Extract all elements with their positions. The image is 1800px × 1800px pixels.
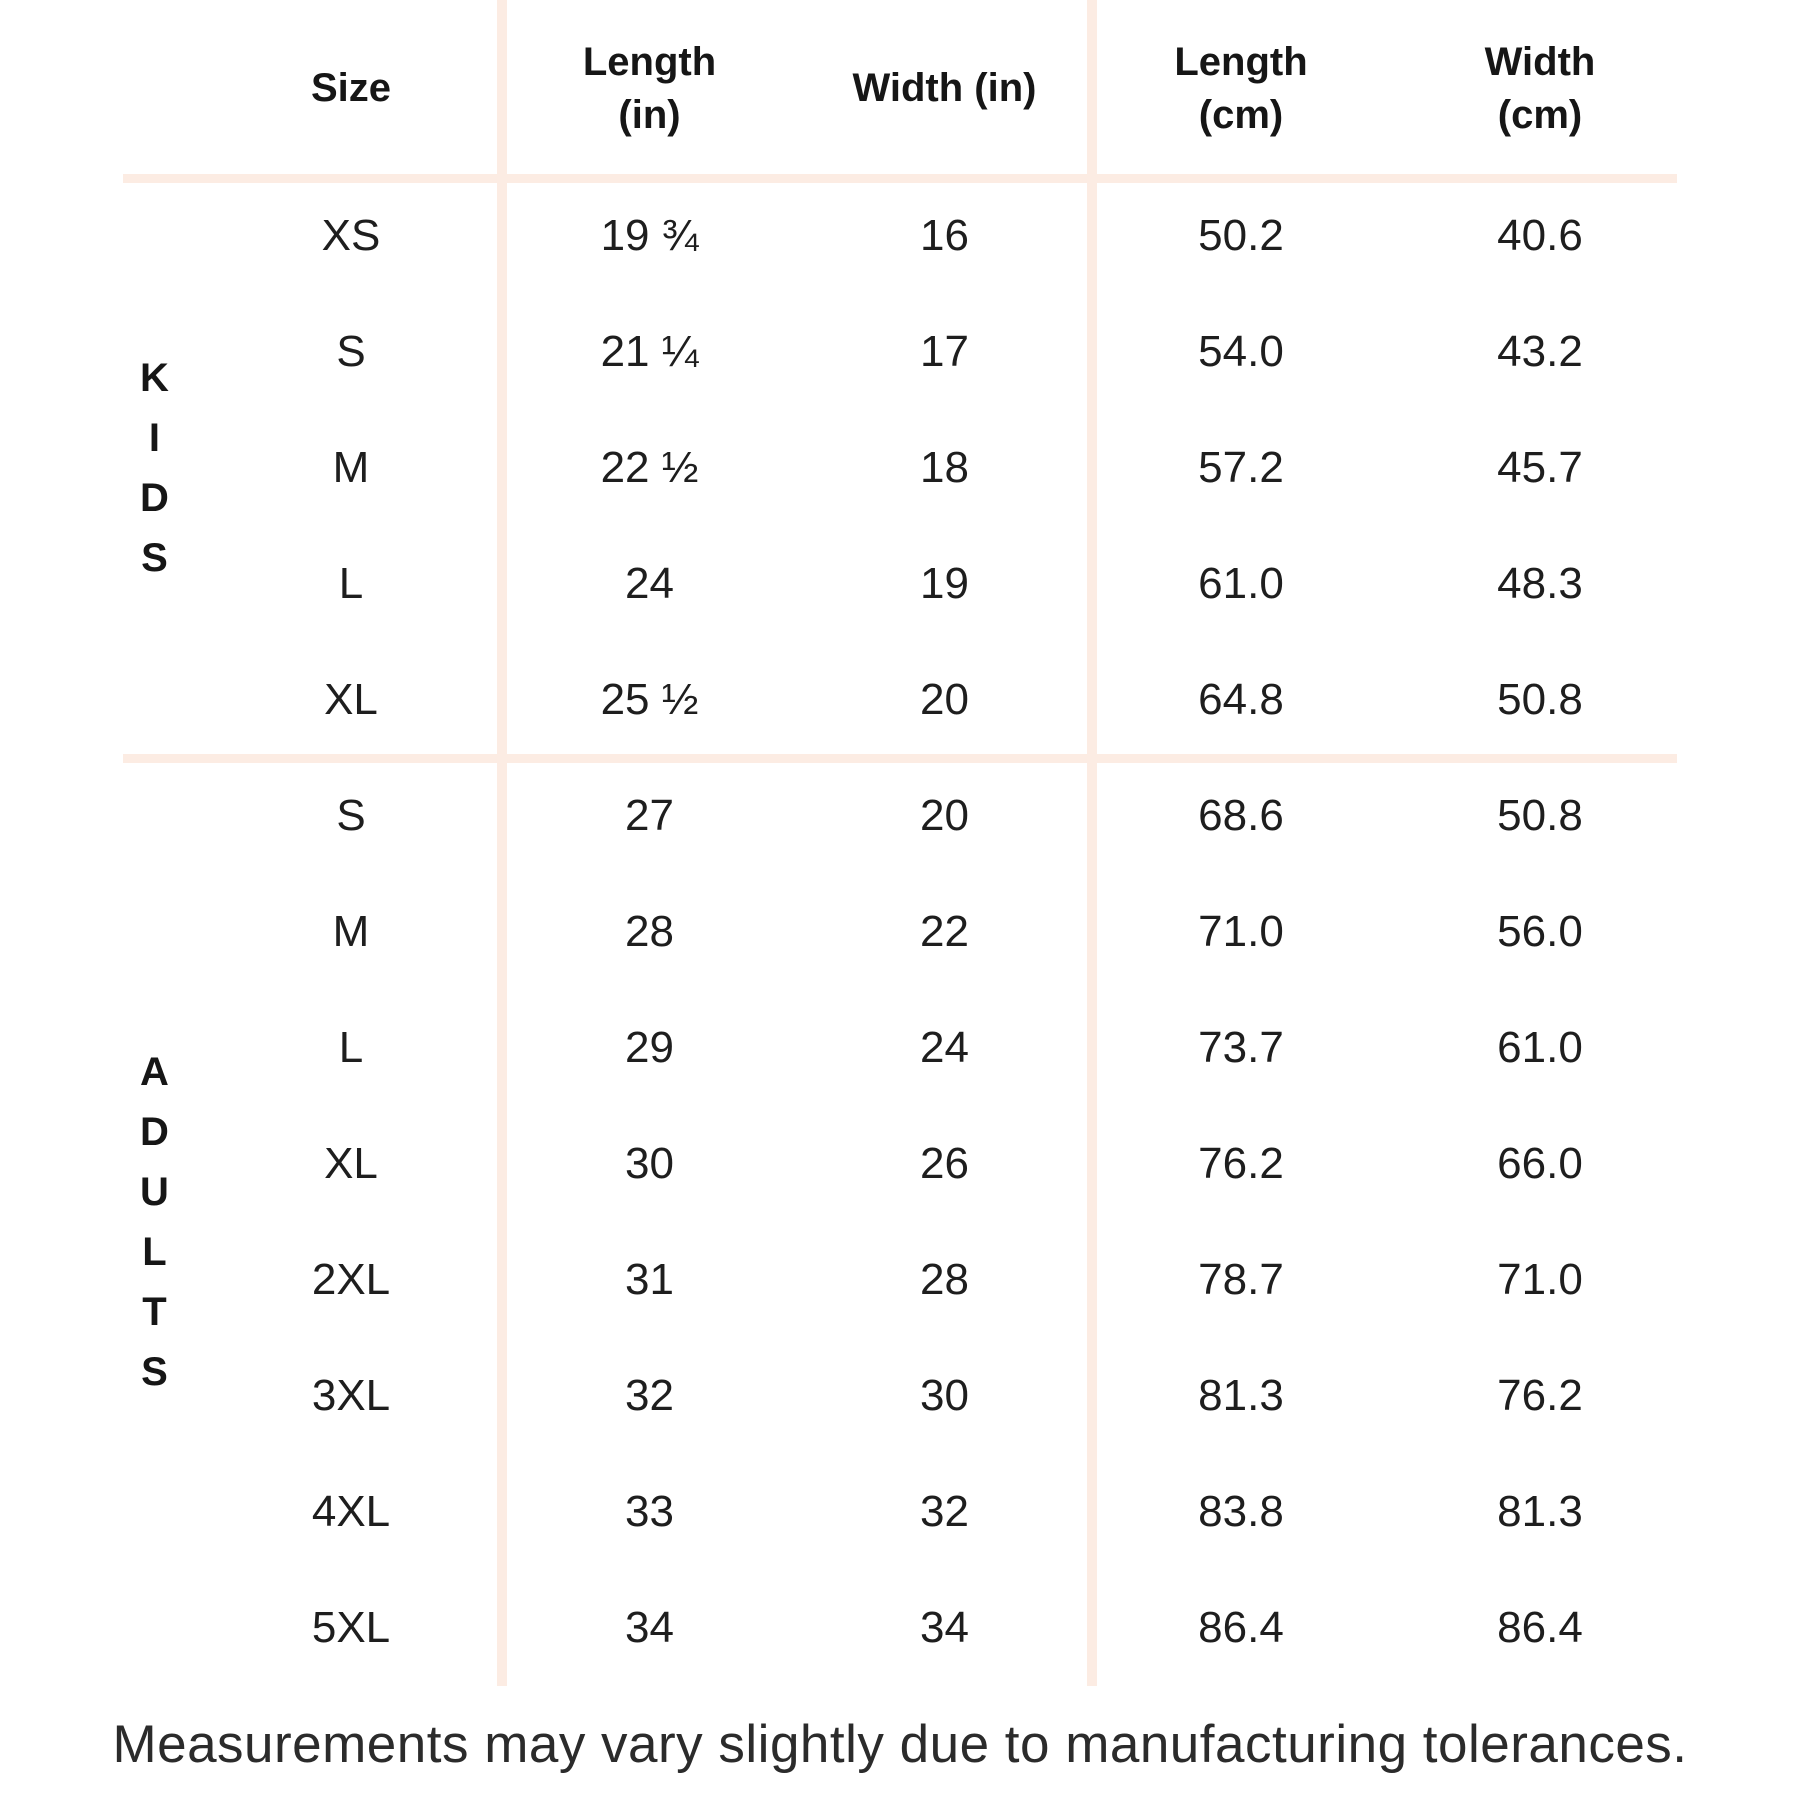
cell-adults-s-length-cm: 68.6 xyxy=(1198,791,1284,840)
column-header-size: Size xyxy=(310,66,392,111)
cell-adults-xl-width-in: 26 xyxy=(920,1139,969,1188)
cell-adults-s-size: S xyxy=(336,791,366,840)
cell-kids-xs-width-cm: 40.6 xyxy=(1497,211,1583,260)
group-label-adults: A D U L T S xyxy=(140,1050,170,1394)
cell-adults-m-length-in: 28 xyxy=(625,907,674,956)
cell-kids-xl-length-in: 25 ½ xyxy=(600,675,699,724)
cell-kids-l-length-cm: 61.0 xyxy=(1198,559,1284,608)
cell-kids-m-length-cm: 57.2 xyxy=(1198,443,1284,492)
vertical-divider-left xyxy=(497,0,507,1686)
kids-adults-divider-line xyxy=(123,754,1677,763)
cell-adults-l-width-in: 24 xyxy=(920,1023,969,1072)
cell-kids-l-size: L xyxy=(338,559,364,608)
cell-adults-m-width-in: 22 xyxy=(920,907,969,956)
cell-adults-l-length-in: 29 xyxy=(625,1023,674,1072)
size-chart-grid: Size Length (in) Width (in) Length (cm) … xyxy=(110,0,1690,1686)
footer-note: Measurements may vary slightly due to ma… xyxy=(112,1715,1688,1774)
cell-adults-m-length-cm: 71.0 xyxy=(1198,907,1284,956)
cell-kids-xs-width-in: 16 xyxy=(920,211,969,260)
cell-adults-5xl-size: 5XL xyxy=(311,1603,391,1652)
cell-kids-xl-width-cm: 50.8 xyxy=(1497,675,1583,724)
cell-kids-xl-length-cm: 64.8 xyxy=(1198,675,1284,724)
cell-adults-2xl-width-cm: 71.0 xyxy=(1497,1255,1583,1304)
cell-adults-4xl-width-cm: 81.3 xyxy=(1497,1487,1583,1536)
cell-adults-s-width-in: 20 xyxy=(920,791,969,840)
cell-kids-m-length-in: 22 ½ xyxy=(600,443,699,492)
cell-adults-m-width-cm: 56.0 xyxy=(1497,907,1583,956)
cell-adults-5xl-width-in: 34 xyxy=(920,1603,969,1652)
cell-adults-2xl-width-in: 28 xyxy=(920,1255,969,1304)
cell-kids-s-width-cm: 43.2 xyxy=(1497,327,1583,376)
column-header-length-in: Length (in) xyxy=(582,39,717,137)
cell-adults-4xl-length-cm: 83.8 xyxy=(1198,1487,1284,1536)
column-header-width-cm: Width (cm) xyxy=(1484,39,1596,137)
size-chart: Size Length (in) Width (in) Length (cm) … xyxy=(110,0,1690,1686)
cell-adults-m-size: M xyxy=(332,907,370,956)
cell-adults-xl-width-cm: 66.0 xyxy=(1497,1139,1583,1188)
cell-kids-xs-size: XS xyxy=(321,211,381,260)
cell-adults-l-length-cm: 73.7 xyxy=(1198,1023,1284,1072)
cell-adults-l-size: L xyxy=(338,1023,364,1072)
cell-kids-l-width-in: 19 xyxy=(920,559,969,608)
cell-adults-xl-length-cm: 76.2 xyxy=(1198,1139,1284,1188)
cell-adults-5xl-length-in: 34 xyxy=(625,1603,674,1652)
cell-kids-xs-length-in: 19 ¾ xyxy=(600,211,699,260)
cell-adults-4xl-length-in: 33 xyxy=(625,1487,674,1536)
cell-adults-4xl-size: 4XL xyxy=(311,1487,391,1536)
cell-kids-m-size: M xyxy=(332,443,370,492)
cell-kids-s-size: S xyxy=(336,327,366,376)
cell-adults-3xl-length-cm: 81.3 xyxy=(1198,1371,1284,1420)
cell-adults-s-width-cm: 50.8 xyxy=(1497,791,1583,840)
cell-adults-xl-size: XL xyxy=(324,1139,378,1188)
cell-kids-xl-size: XL xyxy=(324,675,378,724)
cell-adults-2xl-length-in: 31 xyxy=(625,1255,674,1304)
cell-adults-2xl-length-cm: 78.7 xyxy=(1198,1255,1284,1304)
cell-kids-m-width-in: 18 xyxy=(920,443,969,492)
cell-adults-5xl-width-cm: 86.4 xyxy=(1497,1603,1583,1652)
cell-adults-l-width-cm: 61.0 xyxy=(1497,1023,1583,1072)
header-divider-line xyxy=(123,174,1677,183)
cell-kids-m-width-cm: 45.7 xyxy=(1497,443,1583,492)
cell-adults-2xl-size: 2XL xyxy=(311,1255,391,1304)
cell-kids-s-width-in: 17 xyxy=(920,327,969,376)
column-header-width-in: Width (in) xyxy=(852,66,1037,111)
vertical-divider-right xyxy=(1087,0,1097,1686)
cell-adults-3xl-width-cm: 76.2 xyxy=(1497,1371,1583,1420)
group-label-kids: K I D S xyxy=(140,356,170,580)
cell-adults-5xl-length-cm: 86.4 xyxy=(1198,1603,1284,1652)
cell-adults-s-length-in: 27 xyxy=(625,791,674,840)
cell-kids-xs-length-cm: 50.2 xyxy=(1198,211,1284,260)
cell-kids-l-length-in: 24 xyxy=(625,559,674,608)
column-header-length-cm: Length (cm) xyxy=(1174,39,1308,137)
cell-kids-xl-width-in: 20 xyxy=(920,675,969,724)
cell-kids-l-width-cm: 48.3 xyxy=(1497,559,1583,608)
cell-kids-s-length-in: 21 ¼ xyxy=(600,327,699,376)
cell-adults-4xl-width-in: 32 xyxy=(920,1487,969,1536)
cell-adults-3xl-size: 3XL xyxy=(311,1371,391,1420)
cell-kids-s-length-cm: 54.0 xyxy=(1198,327,1284,376)
cell-adults-3xl-length-in: 32 xyxy=(625,1371,674,1420)
cell-adults-3xl-width-in: 30 xyxy=(920,1371,969,1420)
cell-adults-xl-length-in: 30 xyxy=(625,1139,674,1188)
